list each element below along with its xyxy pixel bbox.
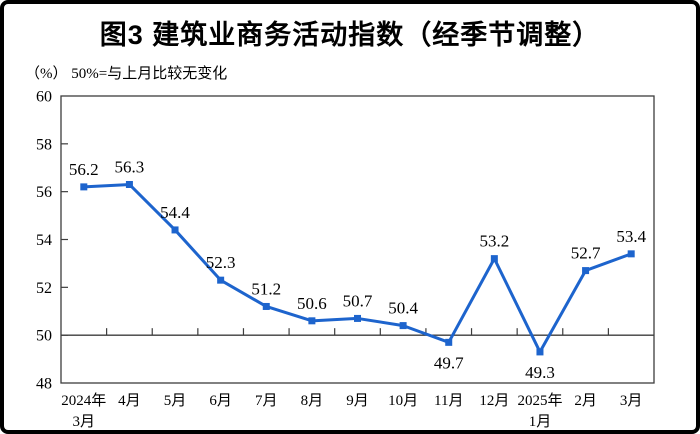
x-axis-category-label: 7月 <box>255 393 278 409</box>
x-axis-category-label: 10月 <box>388 393 418 409</box>
y-axis-tick-label: 56 <box>36 184 52 201</box>
x-axis-category-label: 5月 <box>164 393 187 409</box>
data-point-marker <box>627 250 635 258</box>
data-point-label: 50.6 <box>297 294 327 313</box>
x-axis-category-label: 2024年 <box>61 392 106 409</box>
data-point-marker <box>308 317 316 325</box>
data-point-marker <box>399 322 407 330</box>
data-point-label: 53.2 <box>479 232 509 251</box>
data-point-marker <box>171 226 179 234</box>
y-axis-tick-label: 50 <box>36 328 52 345</box>
x-axis-category-label: 3月 <box>73 414 96 430</box>
data-point-marker <box>262 302 270 310</box>
chart-title: 图3 建筑业商务活动指数（经季节调整） <box>99 20 601 50</box>
y-axis-tick-label: 58 <box>36 136 52 153</box>
x-axis-category-label: 4月 <box>118 393 141 409</box>
data-point-label: 52.7 <box>571 244 601 263</box>
data-point-marker <box>80 183 88 191</box>
data-point-label: 51.2 <box>251 279 281 298</box>
data-point-label: 50.4 <box>388 299 418 318</box>
x-axis-category-label: 12月 <box>479 393 509 409</box>
data-point-label: 56.2 <box>69 160 99 179</box>
data-point-marker <box>354 314 361 322</box>
data-point-marker <box>445 338 453 346</box>
data-point-label: 49.3 <box>525 363 555 382</box>
data-point-marker <box>125 180 133 188</box>
data-point-marker <box>217 276 225 284</box>
y-axis-tick-label: 52 <box>36 280 52 297</box>
data-point-marker <box>536 348 544 356</box>
y-axis-tick-label: 48 <box>36 376 52 393</box>
data-point-label: 56.3 <box>115 157 145 176</box>
y-axis-tick-label: 60 <box>36 89 52 106</box>
line-chart: 48 50 52 54 56 58 60 56.2 56.3 54.4 52.3 51.2 50.6 50… <box>36 89 655 430</box>
x-axis-category-label: 2025年 <box>517 392 562 409</box>
x-axis-category-label: 1月 <box>529 414 552 430</box>
x-axis-category-label: 8月 <box>301 393 324 409</box>
x-axis-category-label: 9月 <box>346 393 369 409</box>
axis-unit-note: （%） 50%=与上月比较无变化 <box>25 66 228 82</box>
x-axis-category-label: 11月 <box>434 393 463 409</box>
data-point-label: 54.4 <box>160 203 190 222</box>
data-point-label: 52.3 <box>206 253 236 272</box>
data-point-label: 53.4 <box>616 227 646 246</box>
data-point-label: 49.7 <box>434 353 464 372</box>
data-point-marker <box>490 255 498 263</box>
x-axis-category-label: 2月 <box>574 393 597 409</box>
x-axis-category-label: 3月 <box>620 393 643 409</box>
plot-area-box <box>60 95 655 384</box>
data-point-label: 50.7 <box>343 291 373 310</box>
y-axis-tick-label: 54 <box>36 232 52 249</box>
data-point-marker <box>582 267 590 275</box>
x-axis-category-label: 6月 <box>209 393 232 409</box>
